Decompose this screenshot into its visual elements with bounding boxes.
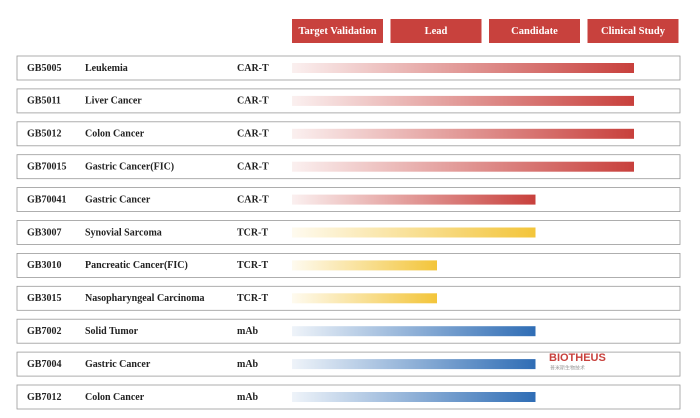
code: GB7002	[27, 326, 61, 337]
progress-bar	[292, 326, 536, 337]
progress-bar	[292, 95, 634, 106]
modality: mAb	[237, 359, 259, 370]
code: GB5012	[27, 129, 61, 140]
modality: TCR-T	[237, 260, 268, 271]
progress-bar	[292, 392, 536, 402]
indication: Gastric Cancer	[85, 194, 151, 205]
code: GB70015	[27, 161, 66, 172]
progress-bar	[292, 128, 634, 139]
modality: CAR-T	[237, 129, 269, 140]
modality: CAR-T	[237, 161, 269, 172]
modality: TCR-T	[237, 227, 268, 238]
stage-label: Candidate	[511, 26, 558, 37]
indication: Pancreatic Cancer(FIC)	[85, 260, 188, 271]
modality: CAR-T	[237, 96, 269, 107]
code: GB3010	[27, 260, 61, 271]
indication: Liver Cancer	[85, 96, 142, 107]
indication: Colon Cancer	[85, 129, 145, 140]
modality: CAR-T	[237, 194, 269, 205]
progress-bar	[292, 293, 437, 304]
modality: mAb	[237, 326, 259, 337]
progress-bar	[292, 161, 634, 172]
logo-subtitle: 普米斯生物技术	[550, 365, 585, 372]
stage-label: Lead	[425, 26, 448, 37]
modality: TCR-T	[237, 293, 268, 304]
progress-bar	[292, 359, 536, 370]
code: GB3015	[27, 293, 61, 304]
stage-header	[390, 19, 482, 43]
indication: Solid Tumor	[85, 326, 139, 337]
logo: BIOTHEUS	[549, 352, 606, 364]
indication: Colon Cancer	[85, 392, 145, 403]
modality: CAR-T	[237, 63, 269, 74]
modality: mAb	[237, 392, 259, 403]
code: GB5005	[27, 63, 61, 74]
code: GB70041	[27, 194, 66, 205]
code: GB7004	[27, 359, 61, 370]
progress-bar	[292, 194, 536, 205]
progress-bar	[292, 63, 634, 73]
code: GB3007	[27, 227, 61, 238]
indication: Gastric Cancer(FIC)	[85, 161, 174, 172]
stage-header	[489, 19, 580, 43]
code: GB7012	[27, 392, 61, 403]
stage-label: Clinical Study	[601, 26, 666, 37]
progress-bar	[292, 227, 536, 238]
stage-header	[292, 19, 383, 43]
indication: Nasopharyngeal Carcinoma	[85, 293, 205, 304]
stage-label: Target Validation	[298, 26, 376, 37]
indication: Leukemia	[85, 63, 128, 74]
code: GB5011	[27, 96, 61, 107]
indication: Gastric Cancer	[85, 359, 151, 370]
indication: Synovial Sarcoma	[85, 227, 162, 238]
progress-bar	[292, 260, 437, 271]
stage-header	[587, 19, 679, 43]
